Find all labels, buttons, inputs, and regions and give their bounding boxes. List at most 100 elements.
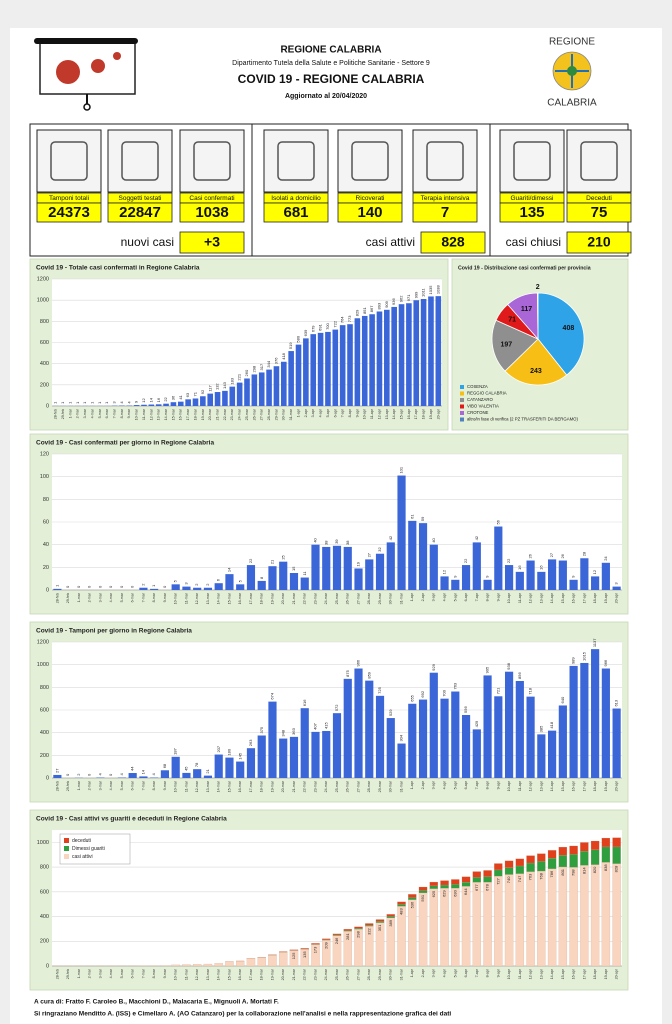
data-label: 966 [603,659,608,666]
data-label: 12 [592,569,597,574]
y-tick-label: 0 [46,403,49,409]
bar [139,776,148,778]
bar [386,718,395,778]
region-name: REGIONE CALABRIA [280,45,381,56]
data-label: 4 [119,401,124,404]
data-label: 764 [340,316,345,323]
bar [332,713,342,778]
data-label: 2 [536,284,540,291]
x-tick-label: 17-mar [249,780,253,792]
x-tick-label: 6-apr [464,592,468,601]
y-tick-label: 1000 [37,840,49,846]
bar [229,386,236,406]
bar [251,374,258,406]
bar-segment [590,864,600,967]
x-tick-label: 20-mar [281,968,285,980]
x-tick-label: 14-mar [164,408,168,420]
data-label: 1 [90,401,95,404]
bar-segment [332,933,342,936]
bar [244,378,250,406]
y-tick-label: 600 [40,340,49,346]
x-tick-label: 9-mar [163,780,167,790]
data-label: 40 [431,537,436,542]
x-tick-label: 9-mar [163,592,167,602]
legend-swatch [460,404,464,409]
data-label: 1 [97,401,102,404]
x-tick-label: 21-mar [216,408,220,420]
data-label: 4 [126,401,131,404]
data-label: 4 [119,773,124,776]
x-tick-label: 16-apr [572,968,576,979]
bar [548,559,557,590]
stat-icon [337,129,403,193]
bar-segment [580,865,589,967]
data-label: 143 [222,381,227,388]
logo-bar [34,38,138,44]
department: Dipartimento Tutela della Salute e Polit… [232,60,430,67]
data-label: 678 [485,883,490,890]
bar-segment [526,871,535,967]
x-tick-label: 13-apr [539,780,543,791]
y-tick-label: 20 [43,565,49,571]
x-tick-label: 8-mar [152,780,156,790]
bar-segment [225,961,234,967]
data-label: 263 [248,739,253,746]
stat-value-bg [107,202,173,223]
bar [406,303,412,406]
bar [354,318,361,406]
charts: Covid 19 - Totale casi confermati in Reg… [29,258,629,991]
data-label: 117 [521,306,532,313]
data-label: 125 [291,952,296,959]
x-tick-label: 8-mar [152,592,156,602]
data-label: 304 [399,734,404,741]
bar-segment [300,948,309,950]
x-tick-label: 16-apr [572,780,576,791]
bar [515,680,524,778]
data-label: 867 [369,305,374,312]
data-label: 674 [270,692,275,699]
data-label: 727 [495,877,500,884]
bar [258,372,265,406]
legend-swatch [460,398,464,402]
bar [133,405,140,406]
data-label: 4 [151,773,156,776]
x-tick-label: 17-mar [186,408,190,420]
data-label: 12 [141,398,146,403]
bar [440,576,449,590]
x-tick-label: 4-apr [443,968,447,977]
bar-segment [526,862,535,872]
bar [295,344,302,406]
data-label: 15 [291,566,296,571]
bar-segment [590,840,600,850]
bar [332,329,339,406]
bar-segment [569,867,578,967]
x-tick-label: 18-apr [593,780,597,791]
x-tick-label: 4-apr [443,780,447,789]
x-tick-label: 5-mar [120,592,124,602]
bar [139,587,148,590]
data-label: 1011 [421,288,426,297]
bar [128,773,137,778]
bar [257,735,266,778]
data-label: 483 [399,908,404,915]
data-label: 718 [528,687,533,694]
data-label: 616 [302,699,307,706]
data-label: 814 [581,867,586,874]
bar [325,331,331,406]
data-label: 26 [560,553,565,558]
x-tick-label: 10-apr [363,408,367,419]
x-tick-label: 10-apr [507,968,511,979]
data-label: 725 [377,686,382,693]
x-tick-label: 6-apr [464,968,468,977]
x-tick-label: 22-mar [223,408,227,420]
pie-slice [537,292,585,376]
data-label: 989 [571,656,576,663]
x-tick-label: 11-mar [184,780,188,792]
stat-label: Guariti/dimessi [511,195,554,202]
bar-segment [504,874,514,967]
x-tick-label: 26-mar [346,968,350,980]
data-label: 6 [216,578,221,581]
x-tick-label: 20-mar [281,592,285,604]
bar [515,571,524,590]
